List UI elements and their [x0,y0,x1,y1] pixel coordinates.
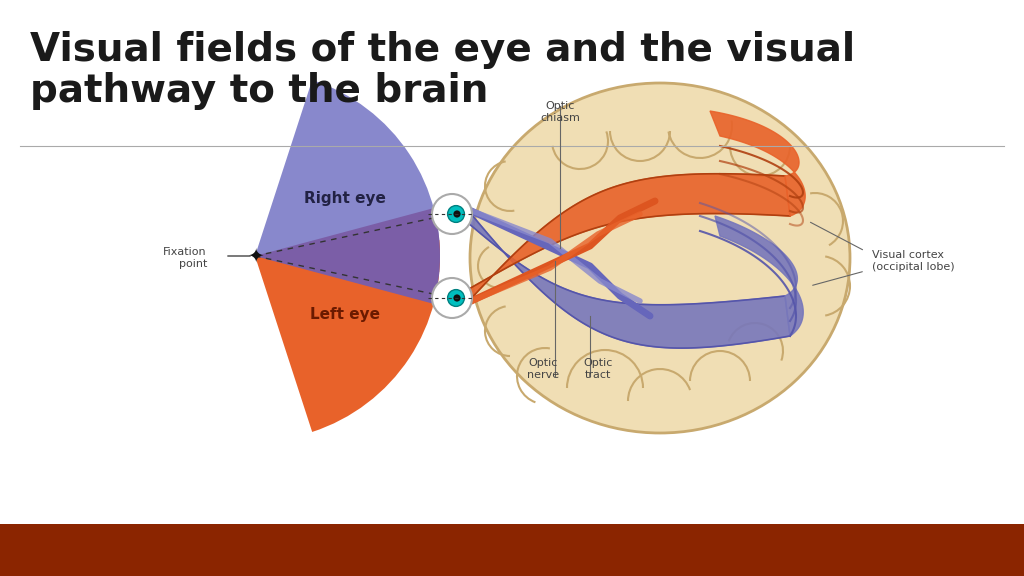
Text: Visual cortex
(occipital lobe): Visual cortex (occipital lobe) [872,250,954,272]
Wedge shape [255,240,440,432]
Circle shape [447,290,465,306]
Circle shape [454,210,461,218]
Text: Optic
nerve: Optic nerve [527,358,559,380]
Ellipse shape [470,83,850,433]
Polygon shape [467,209,790,348]
Text: Optic
chiasm: Optic chiasm [540,101,580,123]
Bar [0,524,1024,576]
Polygon shape [467,174,790,303]
Text: Optic
tract: Optic tract [584,358,612,380]
Circle shape [432,194,472,234]
Text: Right eye: Right eye [304,191,386,206]
Text: Left eye: Left eye [310,306,380,321]
Text: Visual fields of the eye and the visual
pathway to the brain: Visual fields of the eye and the visual … [30,31,855,110]
Wedge shape [255,208,440,304]
Text: ✦: ✦ [247,247,263,266]
Circle shape [447,206,465,222]
Wedge shape [255,80,440,272]
Polygon shape [715,216,803,336]
Circle shape [454,294,461,302]
Text: Fixation
point: Fixation point [164,247,207,269]
Circle shape [432,278,472,318]
Polygon shape [710,111,805,216]
